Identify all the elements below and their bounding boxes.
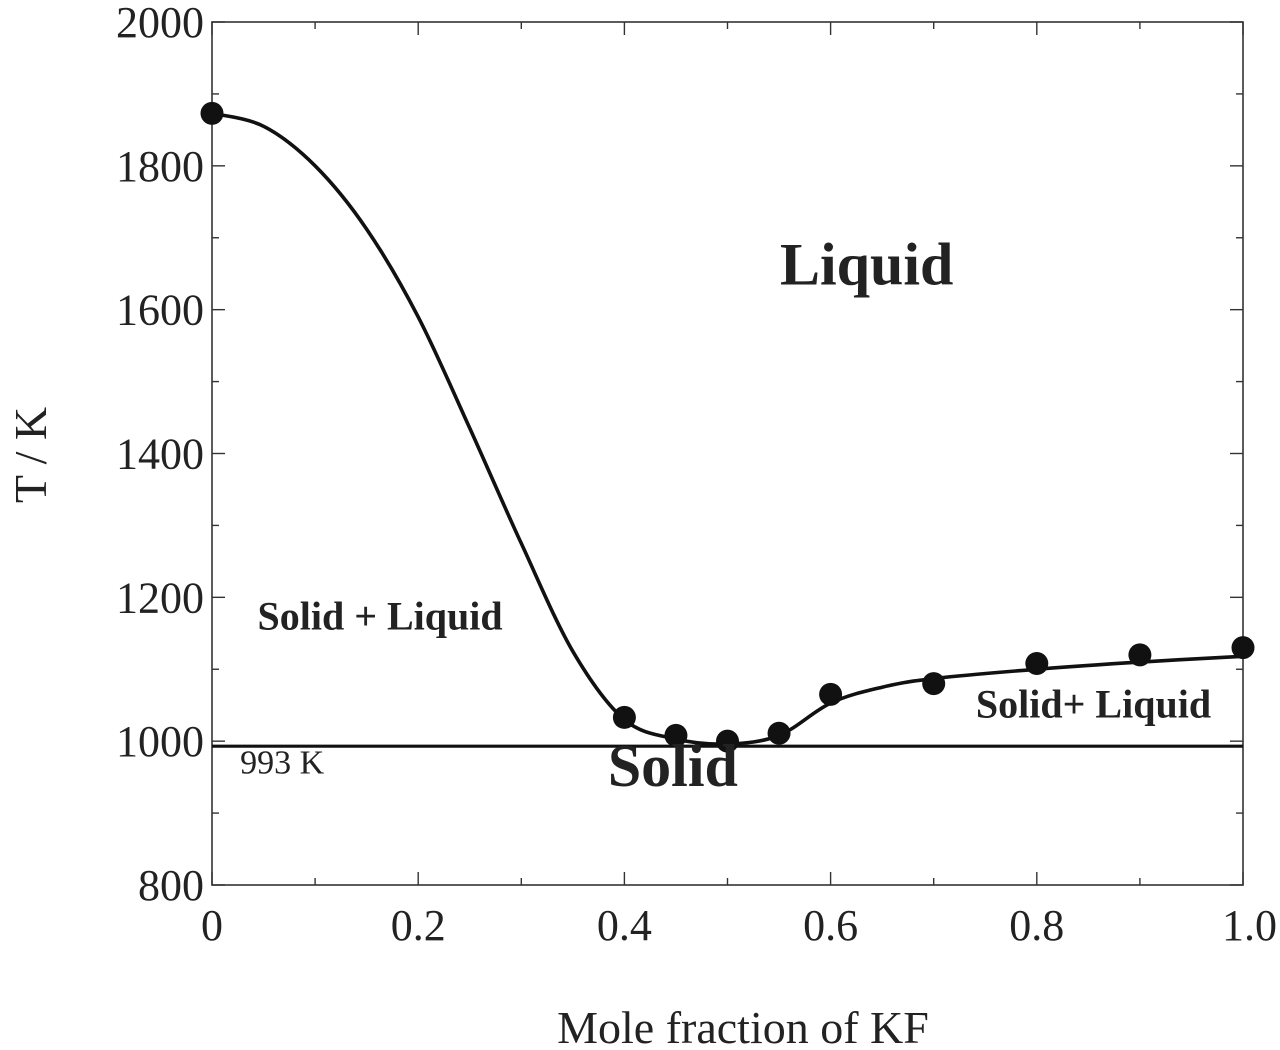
y-tick-label: 1200 [116,573,204,622]
y-tick-label: 800 [138,861,204,910]
data-point [664,723,688,747]
liquidus-curve [211,111,1244,746]
x-axis-title: Mole fraction of KF [557,1002,929,1050]
data-point [1231,636,1255,660]
region-label-solid-liquid-left: Solid + Liquid [257,594,502,639]
data-point [767,721,791,745]
y-tick-label: 1000 [116,717,204,766]
y-axis-title: T / K [5,407,56,503]
x-tick-label: 0.6 [803,901,858,950]
x-tick-label: 0.2 [391,901,446,950]
data-point [1128,643,1152,667]
x-tick-label: 0 [201,901,223,950]
data-point [716,729,739,753]
data-point [1025,651,1049,675]
region-label-liquid: Liquid [780,231,953,297]
x-tick-label: 0.4 [597,901,652,950]
y-tick-label: 2000 [116,0,204,47]
region-label-solid: Solid [608,733,738,799]
data-point [922,672,946,696]
ticks [211,21,1244,886]
y-tick-label: 1600 [116,286,204,335]
y-tick-label: 1800 [116,142,204,191]
y-tick-label: 1400 [116,430,204,479]
region-label-solid-liquid-right: Solid+ Liquid [976,681,1211,726]
series [200,101,1255,753]
data-point [819,682,843,706]
eutectic-temperature-label: 993 K [240,745,325,782]
data-point [612,705,636,729]
labels: 800 1000 1200 1400 1600 1800 2000 0 0.2 0.4 0.6 0.8… [5,0,1277,1050]
x-tick-label: 0.8 [1009,901,1064,950]
data-point [200,101,224,125]
x-tick-label: 1.0 [1222,901,1277,950]
